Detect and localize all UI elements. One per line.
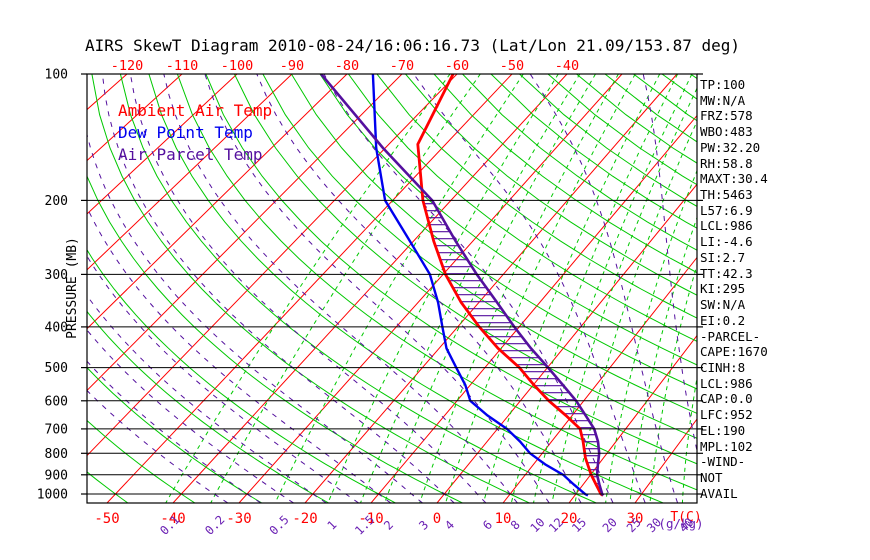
svg-text:-90: -90	[280, 58, 304, 74]
svg-text:0: 0	[433, 511, 441, 527]
svg-text:-120: -120	[111, 58, 144, 74]
svg-text:100: 100	[45, 68, 68, 83]
chart-legend: Ambient Air Temp Dew Point Temp Air Parc…	[118, 100, 272, 166]
dew-point-curve	[371, 74, 589, 497]
stats-item: TP:100	[700, 77, 746, 92]
sounding-stats-panel: TP:100 MW:N/A FRZ:578 WBO:483 PW:32.20 RH:58.…	[700, 77, 768, 501]
svg-text:10: 10	[528, 515, 548, 535]
svg-text:20: 20	[600, 515, 620, 535]
stats-item: FRZ:578	[700, 108, 753, 124]
stats-item: CAP:0.0	[700, 391, 753, 407]
stats-item: WBO:483	[700, 124, 753, 140]
stats-item: KI:295	[700, 281, 746, 297]
svg-text:8: 8	[508, 518, 523, 533]
legend-air-parcel-temp: Air Parcel Temp	[118, 145, 263, 164]
stats-item: PW:32.20	[700, 139, 761, 155]
mixing-unit-label: (g/kg)	[658, 516, 703, 531]
svg-text:-110: -110	[166, 58, 199, 74]
stats-item: TH:5463	[700, 187, 753, 203]
stats-item: EI:0.2	[700, 312, 746, 328]
svg-text:-50: -50	[94, 511, 119, 527]
svg-text:3: 3	[416, 518, 431, 533]
svg-text:800: 800	[45, 447, 68, 462]
svg-text:500: 500	[45, 361, 68, 376]
svg-text:1000: 1000	[37, 488, 68, 503]
stats-item: MAXT:30.4	[700, 171, 768, 187]
svg-text:-20: -20	[292, 511, 317, 527]
stats-item: L57:6.9	[700, 202, 753, 218]
pressure-axis-title: PRESSURE (MB)	[65, 237, 80, 339]
pressure-axis-labels: 100 200 300 400 500 600 700 800 900 1000	[37, 68, 68, 503]
svg-text:4: 4	[442, 518, 457, 533]
svg-text:-10: -10	[358, 511, 383, 527]
bottom-temp-axis-labels: -50 -40 -30 -20 -10 0 10 20 30	[94, 511, 643, 527]
svg-text:-80: -80	[335, 58, 359, 74]
svg-text:300: 300	[45, 268, 68, 283]
stats-item: AVAIL	[700, 485, 738, 501]
stats-item: TT:42.3	[700, 265, 753, 281]
stats-item: -PARCEL-	[700, 328, 761, 344]
svg-text:600: 600	[45, 394, 68, 409]
top-temp-axis-labels: -120 -110 -100 -90 -80 -70 -60 -50 -40	[111, 58, 579, 74]
parcel-temp-curve	[320, 74, 605, 497]
stats-item: NOT	[700, 469, 723, 485]
svg-text:0.5: 0.5	[267, 513, 292, 538]
stats-item: EL:190	[700, 422, 746, 438]
pressure-tick-marks	[81, 73, 703, 495]
svg-text:700: 700	[45, 422, 68, 437]
pressure-gridlines	[87, 199, 697, 495]
legend-ambient-air-temp: Ambient Air Temp	[118, 101, 273, 120]
page-title: AIRS SkewT Diagram 2010-08-24/16:06:16.7…	[85, 36, 741, 55]
stats-item: CAPE:1670	[700, 344, 768, 360]
stats-item: LCL:986	[700, 218, 753, 234]
svg-text:-60: -60	[445, 58, 469, 74]
legend-dew-point-temp: Dew Point Temp	[118, 123, 253, 142]
svg-text:1: 1	[324, 518, 339, 533]
stats-item: LCL:986	[700, 375, 753, 391]
stats-item: MW:N/A	[700, 92, 746, 108]
stats-item: MPL:102	[700, 438, 753, 454]
svg-text:0.2: 0.2	[202, 513, 227, 538]
moist-adiabat-lines	[87, 74, 697, 503]
svg-text:10: 10	[495, 511, 512, 527]
svg-text:-40: -40	[555, 58, 579, 74]
temp-unit-label: T(C)	[670, 510, 701, 525]
stats-item: SW:N/A	[700, 297, 746, 313]
svg-text:-50: -50	[500, 58, 524, 74]
stats-item: SI:2.7	[700, 249, 746, 265]
svg-text:-40: -40	[160, 511, 185, 527]
svg-text:30: 30	[627, 511, 644, 527]
cape-hatch-area	[422, 196, 600, 485]
stats-item: RH:58.8	[700, 155, 753, 171]
svg-text:6: 6	[480, 518, 495, 533]
stats-item: CINH:8	[700, 359, 746, 375]
svg-text:-100: -100	[221, 58, 254, 74]
svg-text:200: 200	[45, 194, 68, 209]
svg-text:900: 900	[45, 468, 68, 483]
svg-text:-70: -70	[390, 58, 414, 74]
stats-item: LFC:952	[700, 407, 753, 423]
plot-area	[87, 74, 697, 503]
svg-text:400: 400	[45, 320, 68, 335]
svg-text:2: 2	[381, 518, 396, 533]
svg-text:-30: -30	[226, 511, 251, 527]
stats-item: LI:-4.6	[700, 234, 753, 250]
svg-text:20: 20	[561, 511, 578, 527]
stats-item: -WIND-	[700, 454, 746, 470]
plot-border	[86, 73, 698, 504]
